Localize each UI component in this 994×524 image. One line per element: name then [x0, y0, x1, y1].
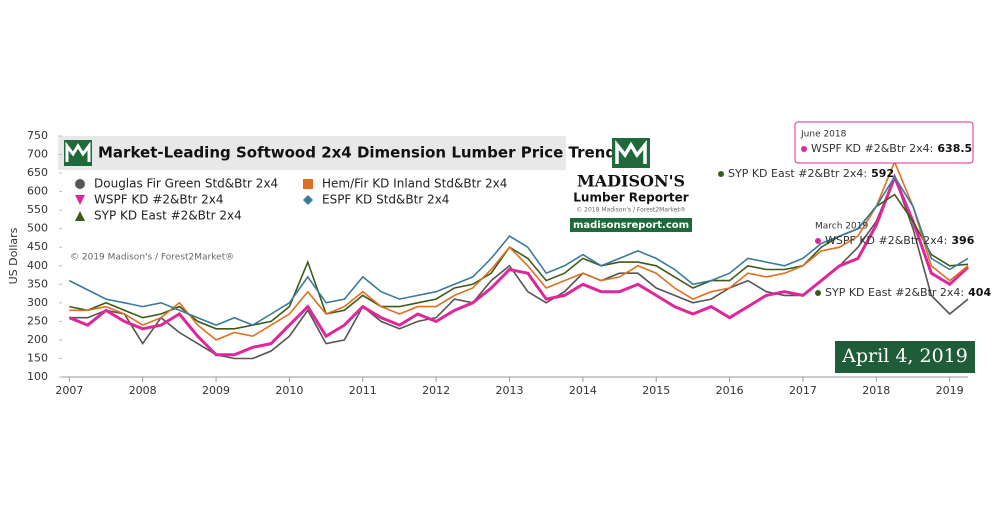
annotation: madisonsreport.com	[573, 220, 689, 231]
tooltip-date: June 2018	[800, 130, 847, 140]
y-tick-label: 500	[27, 222, 48, 235]
tooltip-value: 592	[871, 167, 894, 180]
tooltip-label: WSPF KD #2&Btr 2x4:	[811, 142, 933, 155]
x-tick-label: 2019	[936, 384, 964, 397]
x-tick-label: 2007	[55, 384, 83, 397]
legend-label: WSPF KD #2&Btr 2x4	[94, 193, 223, 207]
y-tick-label: 100	[27, 370, 48, 383]
url-band	[570, 218, 692, 232]
y-axis-title: US Dollars	[7, 227, 20, 284]
series-line	[68, 173, 970, 357]
series-line	[68, 175, 969, 326]
tooltip-value: 638.5	[937, 142, 972, 155]
tooltip-label: SYP KD East #2&Btr 2x4:	[825, 286, 964, 299]
legend-label: ESPF KD Std&Btr 2x4	[322, 193, 449, 207]
y-tick-label: 150	[27, 351, 48, 364]
y-tick-label: 650	[27, 166, 48, 179]
x-tick-label: 2018	[862, 384, 890, 397]
tooltip-label: SYP KD East #2&Btr 2x4:	[728, 167, 867, 180]
tooltip-value: 396	[951, 234, 974, 247]
legend-marker	[75, 195, 85, 205]
brand-logo	[612, 138, 650, 168]
annotation: April 4, 2019	[841, 345, 968, 367]
y-tick-label: 350	[27, 277, 48, 290]
y-tick-label: 600	[27, 185, 48, 198]
y-tick-label: 400	[27, 259, 48, 272]
y-tick-label: 700	[27, 148, 48, 161]
legend-label: Douglas Fir Green Std&Btr 2x4	[94, 177, 278, 191]
date-box	[835, 341, 975, 373]
tooltip-label: WSPF KD #2&Btr 2x4:	[825, 234, 947, 247]
legend-marker	[75, 179, 85, 189]
x-tick-label: 2017	[789, 384, 817, 397]
x-tick-label: 2015	[642, 384, 670, 397]
series-line	[69, 193, 969, 330]
title-band	[58, 136, 566, 170]
tooltip-dot	[815, 290, 821, 296]
y-tick-label: 550	[27, 203, 48, 216]
legend-marker	[75, 211, 85, 221]
x-tick-label: 2016	[716, 384, 744, 397]
tooltip-value: 404	[968, 286, 991, 299]
x-tick-label: 2010	[275, 384, 303, 397]
chart-title: Market-Leading Softwood 2x4 Dimension Lu…	[98, 144, 625, 162]
tooltip-date: March 2019	[815, 222, 868, 232]
legend-label: SYP KD East #2&Btr 2x4	[94, 209, 242, 223]
legend-marker	[303, 179, 313, 189]
tooltip-dot	[801, 146, 807, 152]
tooltip-dot	[815, 238, 821, 244]
annotation: © 2019 Madison's / Forest2Market®	[70, 253, 234, 263]
tooltip-box	[794, 121, 974, 164]
y-tick-label: 750	[27, 129, 48, 142]
legend-marker	[303, 195, 313, 205]
annotation: MADISON'S	[577, 172, 685, 191]
title-logo	[64, 140, 92, 166]
legend-label: Hem/Fir KD Inland Std&Btr 2x4	[322, 177, 507, 191]
x-tick-label: 2011	[349, 384, 377, 397]
annotation: © 2018 Madison's / Forest2Market®	[576, 207, 685, 214]
y-tick-label: 300	[27, 296, 48, 309]
x-tick-label: 2009	[202, 384, 230, 397]
x-tick-label: 2013	[495, 384, 523, 397]
y-tick-label: 450	[27, 240, 48, 253]
y-tick-label: 250	[27, 314, 48, 327]
y-tick-label: 200	[27, 333, 48, 346]
annotation: Lumber Reporter	[573, 191, 689, 205]
x-tick-label: 2012	[422, 384, 450, 397]
x-tick-label: 2014	[569, 384, 597, 397]
series-line	[69, 159, 969, 341]
x-tick-label: 2008	[129, 384, 157, 397]
tooltip-dot	[718, 171, 724, 177]
